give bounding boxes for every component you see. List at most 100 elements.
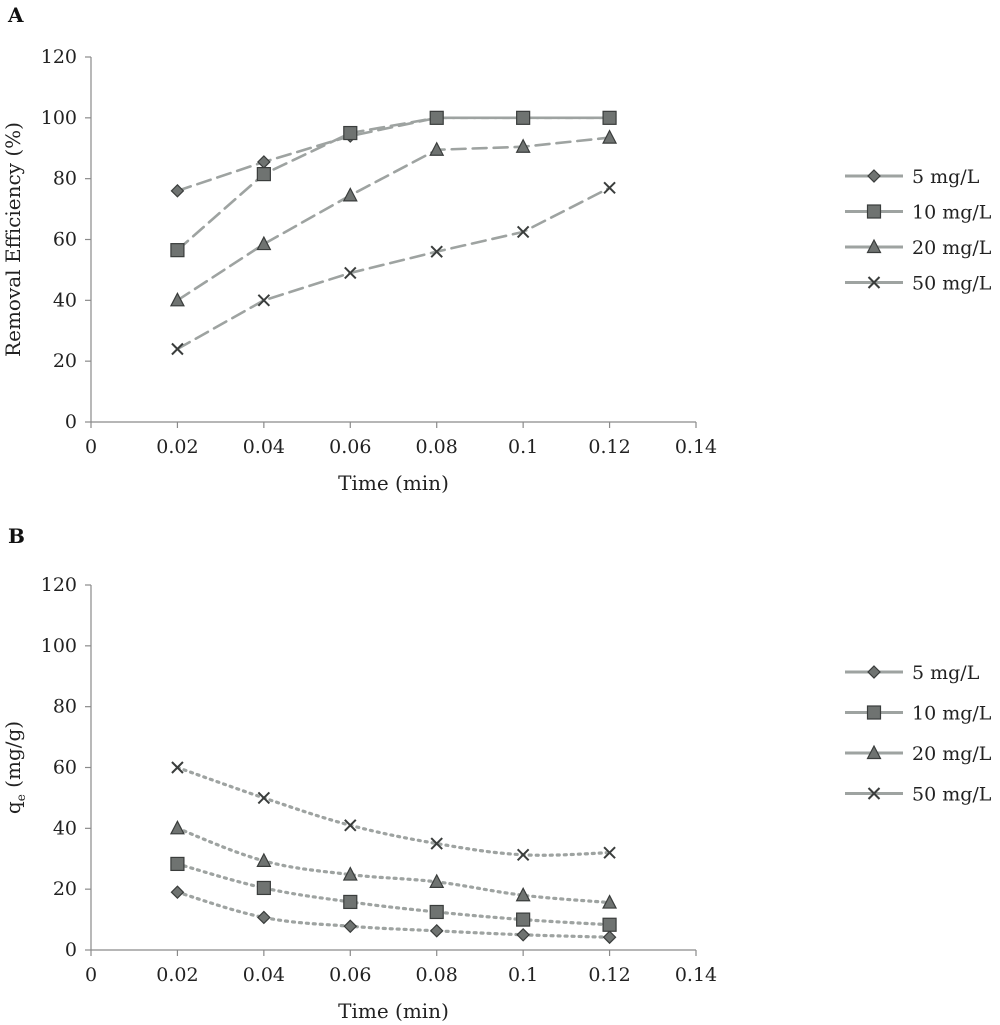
legend-item: 10 mg/L: [845, 703, 992, 725]
data-point-diamond: [429, 923, 444, 938]
series-20-mg-l: [169, 820, 618, 909]
data-point-x: [257, 294, 271, 307]
legend-label: 10 mg/L: [912, 202, 992, 224]
legend-label: 20 mg/L: [912, 237, 992, 259]
data-point-square: [429, 904, 444, 920]
legend-item: 5 mg/L: [845, 662, 980, 684]
y-tick-label: 60: [53, 757, 77, 779]
data-point-square: [170, 243, 185, 258]
data-point-x: [171, 342, 184, 356]
data-point-diamond: [516, 927, 530, 942]
legend-marker-diamond: [867, 665, 881, 679]
y-tick-label: 20: [53, 878, 77, 900]
data-point-x: [603, 181, 616, 194]
chart-panel-a: A 0 20 40 60 80 100 120 0 0.02 0.04 0.06 0.08 0.1 0.12…: [1, 3, 992, 495]
y-tick-label: 40: [53, 817, 77, 839]
x-axis-title: Time (min): [338, 999, 449, 1023]
x-tick-label: 0.08: [416, 436, 458, 458]
data-point-triangle: [515, 138, 531, 153]
data-point-x: [171, 761, 184, 774]
y-axis-title-unit: (mg/g): [1, 721, 25, 794]
data-point-x: [257, 791, 271, 805]
legend-marker-square: [866, 705, 882, 720]
legend: 5 mg/L 10 mg/L 20 mg/L 50 mg/L: [845, 166, 992, 295]
legend-label: 5 mg/L: [912, 662, 980, 684]
x-tick-label: 0.14: [675, 436, 717, 458]
y-tick-label: 40: [53, 289, 77, 311]
y-tick-label: 60: [53, 229, 77, 251]
data-point-square: [343, 894, 358, 910]
legend-item: 50 mg/L: [845, 784, 992, 806]
data-point-diamond: [343, 919, 358, 934]
data-point-square: [429, 110, 444, 125]
x-tick-label: 0.14: [675, 964, 717, 986]
y-tick-label: 20: [53, 350, 77, 372]
series-line: [175, 765, 612, 857]
x-tick-label: 0.04: [243, 436, 285, 458]
y-tick-label: 0: [65, 939, 77, 961]
x-tick-label: 0.08: [416, 964, 458, 986]
data-point-x: [430, 245, 443, 258]
data-point-x: [344, 266, 357, 280]
x-tick-label: 0.12: [588, 964, 630, 986]
data-point-triangle: [342, 187, 358, 202]
x-tick-label: 0.02: [156, 964, 198, 986]
y-axis-title: qe (mg/g): [1, 721, 28, 814]
data-point-square: [256, 167, 271, 182]
x-tick-label: 0: [85, 964, 97, 986]
data-point-diamond: [170, 885, 185, 900]
legend-item: 50 mg/L: [845, 273, 992, 295]
series-50-mg-l: [171, 761, 616, 862]
y-tick-label: 100: [41, 107, 77, 129]
legend-marker-x: [867, 787, 881, 800]
x-tick-label: 0.1: [508, 436, 538, 458]
panel-label: A: [7, 3, 24, 27]
series-line: [175, 890, 612, 939]
series-line: [175, 826, 612, 905]
data-point-x: [516, 225, 530, 239]
data-point-x: [516, 848, 530, 862]
data-point-triangle: [256, 852, 272, 867]
data-point-triangle: [602, 894, 618, 909]
series-20-mg-l: [169, 129, 618, 307]
panel-label: B: [8, 524, 25, 548]
y-tick-label: 80: [53, 168, 77, 190]
x-tick-label: 0.04: [243, 964, 285, 986]
legend-marker-triangle: [866, 744, 882, 760]
data-point-square: [602, 110, 617, 125]
data-point-x: [603, 846, 616, 859]
series-50-mg-l: [171, 181, 616, 356]
series-10-mg-l: [170, 856, 617, 932]
data-point-square: [602, 917, 617, 932]
series-5-mg-l: [170, 885, 617, 945]
data-point-triangle: [169, 820, 185, 835]
y-tick-label: 100: [41, 635, 77, 657]
y-tick-label: 80: [53, 696, 77, 718]
data-point-diamond: [170, 183, 185, 198]
legend-marker-x: [867, 276, 881, 289]
series-line: [176, 116, 611, 193]
legend-label: 50 mg/L: [912, 784, 992, 806]
data-point-triangle: [342, 866, 358, 881]
series-line: [176, 186, 611, 351]
legend: 5 mg/L 10 mg/L 20 mg/L 50 mg/L: [845, 662, 992, 806]
x-tick-label: 0.1: [508, 964, 538, 986]
series-line: [176, 116, 611, 252]
legend-item: 20 mg/L: [845, 237, 992, 259]
y-axis-title-subscript: e: [14, 794, 28, 801]
data-point-triangle: [602, 129, 618, 144]
y-tick-label: 0: [65, 411, 77, 433]
data-point-triangle: [256, 235, 272, 251]
series-line: [176, 136, 611, 302]
x-tick-label: 0.12: [588, 436, 630, 458]
data-point-x: [430, 837, 443, 850]
legend-item: 20 mg/L: [845, 743, 992, 765]
x-tick-label: 0: [85, 436, 97, 458]
y-axis-title: Removal Efficiency (%): [1, 122, 25, 357]
data-point-triangle: [169, 292, 185, 307]
data-point-square: [343, 125, 358, 141]
x-axis-title: Time (min): [338, 471, 449, 495]
legend-label: 50 mg/L: [912, 273, 992, 295]
legend-marker-square: [866, 204, 882, 219]
